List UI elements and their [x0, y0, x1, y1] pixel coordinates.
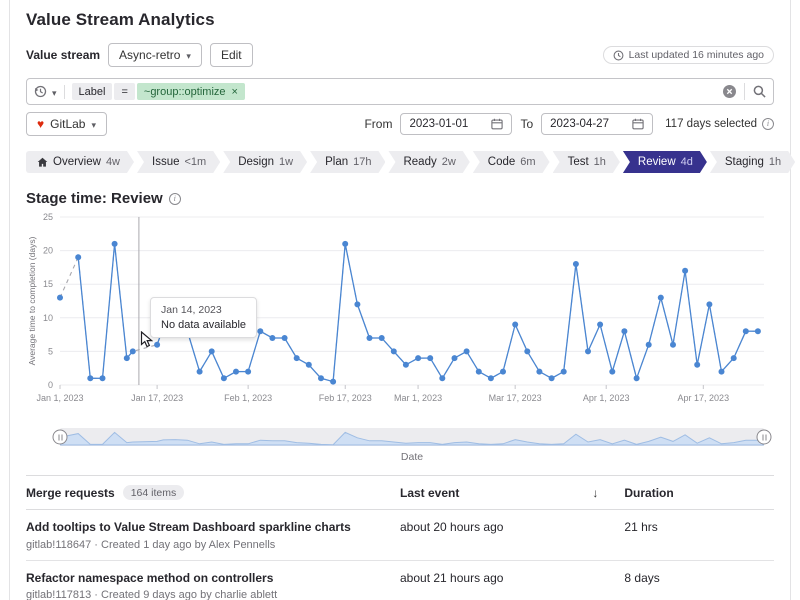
svg-text:15: 15: [43, 279, 53, 289]
chevron-down-icon: [91, 117, 96, 131]
svg-text:Apr 17, 2023: Apr 17, 2023: [678, 393, 730, 403]
mr-last-event: about 21 hours ago: [400, 560, 624, 600]
project-avatar-icon: ♥: [37, 118, 44, 130]
search-icon: [753, 85, 766, 98]
stage-tab-overview[interactable]: Overview4w: [26, 151, 134, 173]
last-updated-badge: Last updated 16 minutes ago: [603, 46, 774, 64]
days-selected-text: 117 days selected: [665, 118, 774, 130]
stage-section-title: Stage time: Review: [26, 190, 163, 207]
svg-text:Apr 1, 2023: Apr 1, 2023: [583, 393, 630, 403]
value-stream-toolbar: Value stream Async-retro Edit Last updat…: [26, 43, 774, 67]
mr-duration: 8 days: [624, 560, 774, 600]
svg-text:25: 25: [43, 212, 53, 222]
stage-tab-review[interactable]: Review4d: [623, 151, 707, 173]
merge-requests-table: Merge requests 164 items Last event Dura…: [26, 475, 774, 600]
secondary-filter-row: ♥ GitLab From 2023-01-01 To 2023-04-27 1…: [26, 112, 774, 136]
project-dropdown[interactable]: ♥ GitLab: [26, 112, 107, 136]
info-icon[interactable]: [762, 118, 774, 130]
stage-tab-plan[interactable]: Plan17h: [310, 151, 385, 173]
mr-title-link[interactable]: Refactor namespace method on controllers: [26, 571, 400, 587]
clock-icon: [613, 50, 624, 61]
filter-tokens[interactable]: Label = ~group::optimize: [72, 83, 716, 100]
chart-tooltip: Jan 14, 2023 No data available: [150, 297, 257, 338]
from-label: From: [364, 117, 392, 131]
svg-text:10: 10: [43, 313, 53, 323]
stage-tab-code[interactable]: Code6m: [473, 151, 550, 173]
x-axis-label: Date: [60, 451, 764, 463]
tooltip-date: Jan 14, 2023: [161, 304, 246, 316]
mr-subtitle: gitlab!118647 · Created 1 day ago by Ale…: [26, 539, 400, 551]
svg-text:Mar 17, 2023: Mar 17, 2023: [489, 393, 542, 403]
filter-token-name[interactable]: Label: [72, 83, 113, 100]
stage-tab-staging[interactable]: Staging1h: [710, 151, 795, 173]
filter-token-operator[interactable]: =: [114, 83, 134, 100]
clear-search-button[interactable]: [723, 85, 736, 98]
info-icon[interactable]: [169, 193, 181, 205]
brush-handle-right[interactable]: [757, 430, 772, 445]
token-close-icon[interactable]: [232, 86, 238, 98]
filtered-search-bar[interactable]: Label = ~group::optimize: [26, 78, 774, 105]
table-header-row: Merge requests 164 items Last event Dura…: [26, 476, 774, 510]
value-stream-dropdown[interactable]: Async-retro: [108, 43, 202, 67]
svg-text:Mar 1, 2023: Mar 1, 2023: [394, 393, 442, 403]
date-range-controls: From 2023-01-01 To 2023-04-27 117 days s…: [364, 113, 774, 135]
edit-button[interactable]: Edit: [210, 43, 253, 67]
mouse-cursor-icon: [140, 331, 153, 348]
stage-time-chart[interactable]: 0 5 10 15 20 25 Jan 1, 2023 Jan 17, 2023 Feb 1, …: [26, 209, 770, 421]
value-stream-label: Value stream: [26, 48, 100, 62]
stage-tab-ready[interactable]: Ready2w: [388, 151, 469, 173]
search-bar-actions: [723, 83, 766, 100]
mr-last-event: about 20 hours ago: [400, 510, 624, 561]
mr-subtitle: gitlab!117813 · Created 9 days ago by ch…: [26, 589, 400, 600]
chart-brush: [60, 427, 764, 447]
svg-text:Jan 17, 2023: Jan 17, 2023: [131, 393, 183, 403]
stage-tab-test[interactable]: Test1h: [553, 151, 620, 173]
brush-handle-left[interactable]: [53, 430, 68, 445]
col-header-last-event[interactable]: Last event: [400, 476, 624, 510]
svg-text:5: 5: [48, 346, 53, 356]
stage-path-nav: Overview4wIssue<1mDesign1wPlan17hReady2w…: [26, 151, 774, 173]
svg-text:Feb 1, 2023: Feb 1, 2023: [224, 393, 272, 403]
col-header-merge-requests: Merge requests 164 items: [26, 476, 400, 510]
chevron-down-icon: [52, 85, 57, 99]
col-header-duration: Duration: [624, 476, 774, 510]
clear-icon: [723, 85, 736, 98]
filter-token-value[interactable]: ~group::optimize: [137, 83, 245, 100]
brush-sparkline: [60, 428, 764, 446]
items-count-badge: 164 items: [123, 485, 185, 500]
merge-request-row: Add tooltips to Value Stream Dashboard s…: [26, 510, 774, 561]
divider: [744, 83, 745, 100]
svg-text:0: 0: [48, 380, 53, 390]
search-button[interactable]: [753, 85, 766, 98]
page: Value Stream Analytics Value stream Asyn…: [9, 0, 791, 600]
home-icon: [37, 157, 48, 168]
stage-time-chart-wrap: 0 5 10 15 20 25 Jan 1, 2023 Jan 17, 2023 Feb 1, …: [26, 209, 774, 421]
to-date-input[interactable]: 2023-04-27: [541, 113, 653, 135]
merge-request-row: Refactor namespace method on controllers…: [26, 560, 774, 600]
sort-descending-icon[interactable]: [592, 486, 598, 500]
stage-tab-design[interactable]: Design1w: [223, 151, 307, 173]
search-history-dropdown[interactable]: [34, 85, 65, 99]
from-date-input[interactable]: 2023-01-01: [400, 113, 512, 135]
svg-text:Average time to completion (da: Average time to completion (days): [27, 236, 37, 365]
stage-tab-issue[interactable]: Issue<1m: [137, 151, 220, 173]
history-icon: [34, 85, 47, 98]
mr-title-link[interactable]: Add tooltips to Value Stream Dashboard s…: [26, 520, 400, 536]
svg-text:Jan 1, 2023: Jan 1, 2023: [36, 393, 83, 403]
to-label: To: [520, 117, 533, 131]
chevron-down-icon: [186, 48, 191, 62]
stage-section-header: Stage time: Review: [26, 190, 774, 207]
tooltip-message: No data available: [161, 319, 246, 331]
svg-text:Feb 17, 2023: Feb 17, 2023: [319, 393, 372, 403]
calendar-icon: [632, 118, 644, 130]
page-title: Value Stream Analytics: [26, 10, 774, 30]
calendar-icon: [491, 118, 503, 130]
svg-text:20: 20: [43, 246, 53, 256]
mr-duration: 21 hrs: [624, 510, 774, 561]
